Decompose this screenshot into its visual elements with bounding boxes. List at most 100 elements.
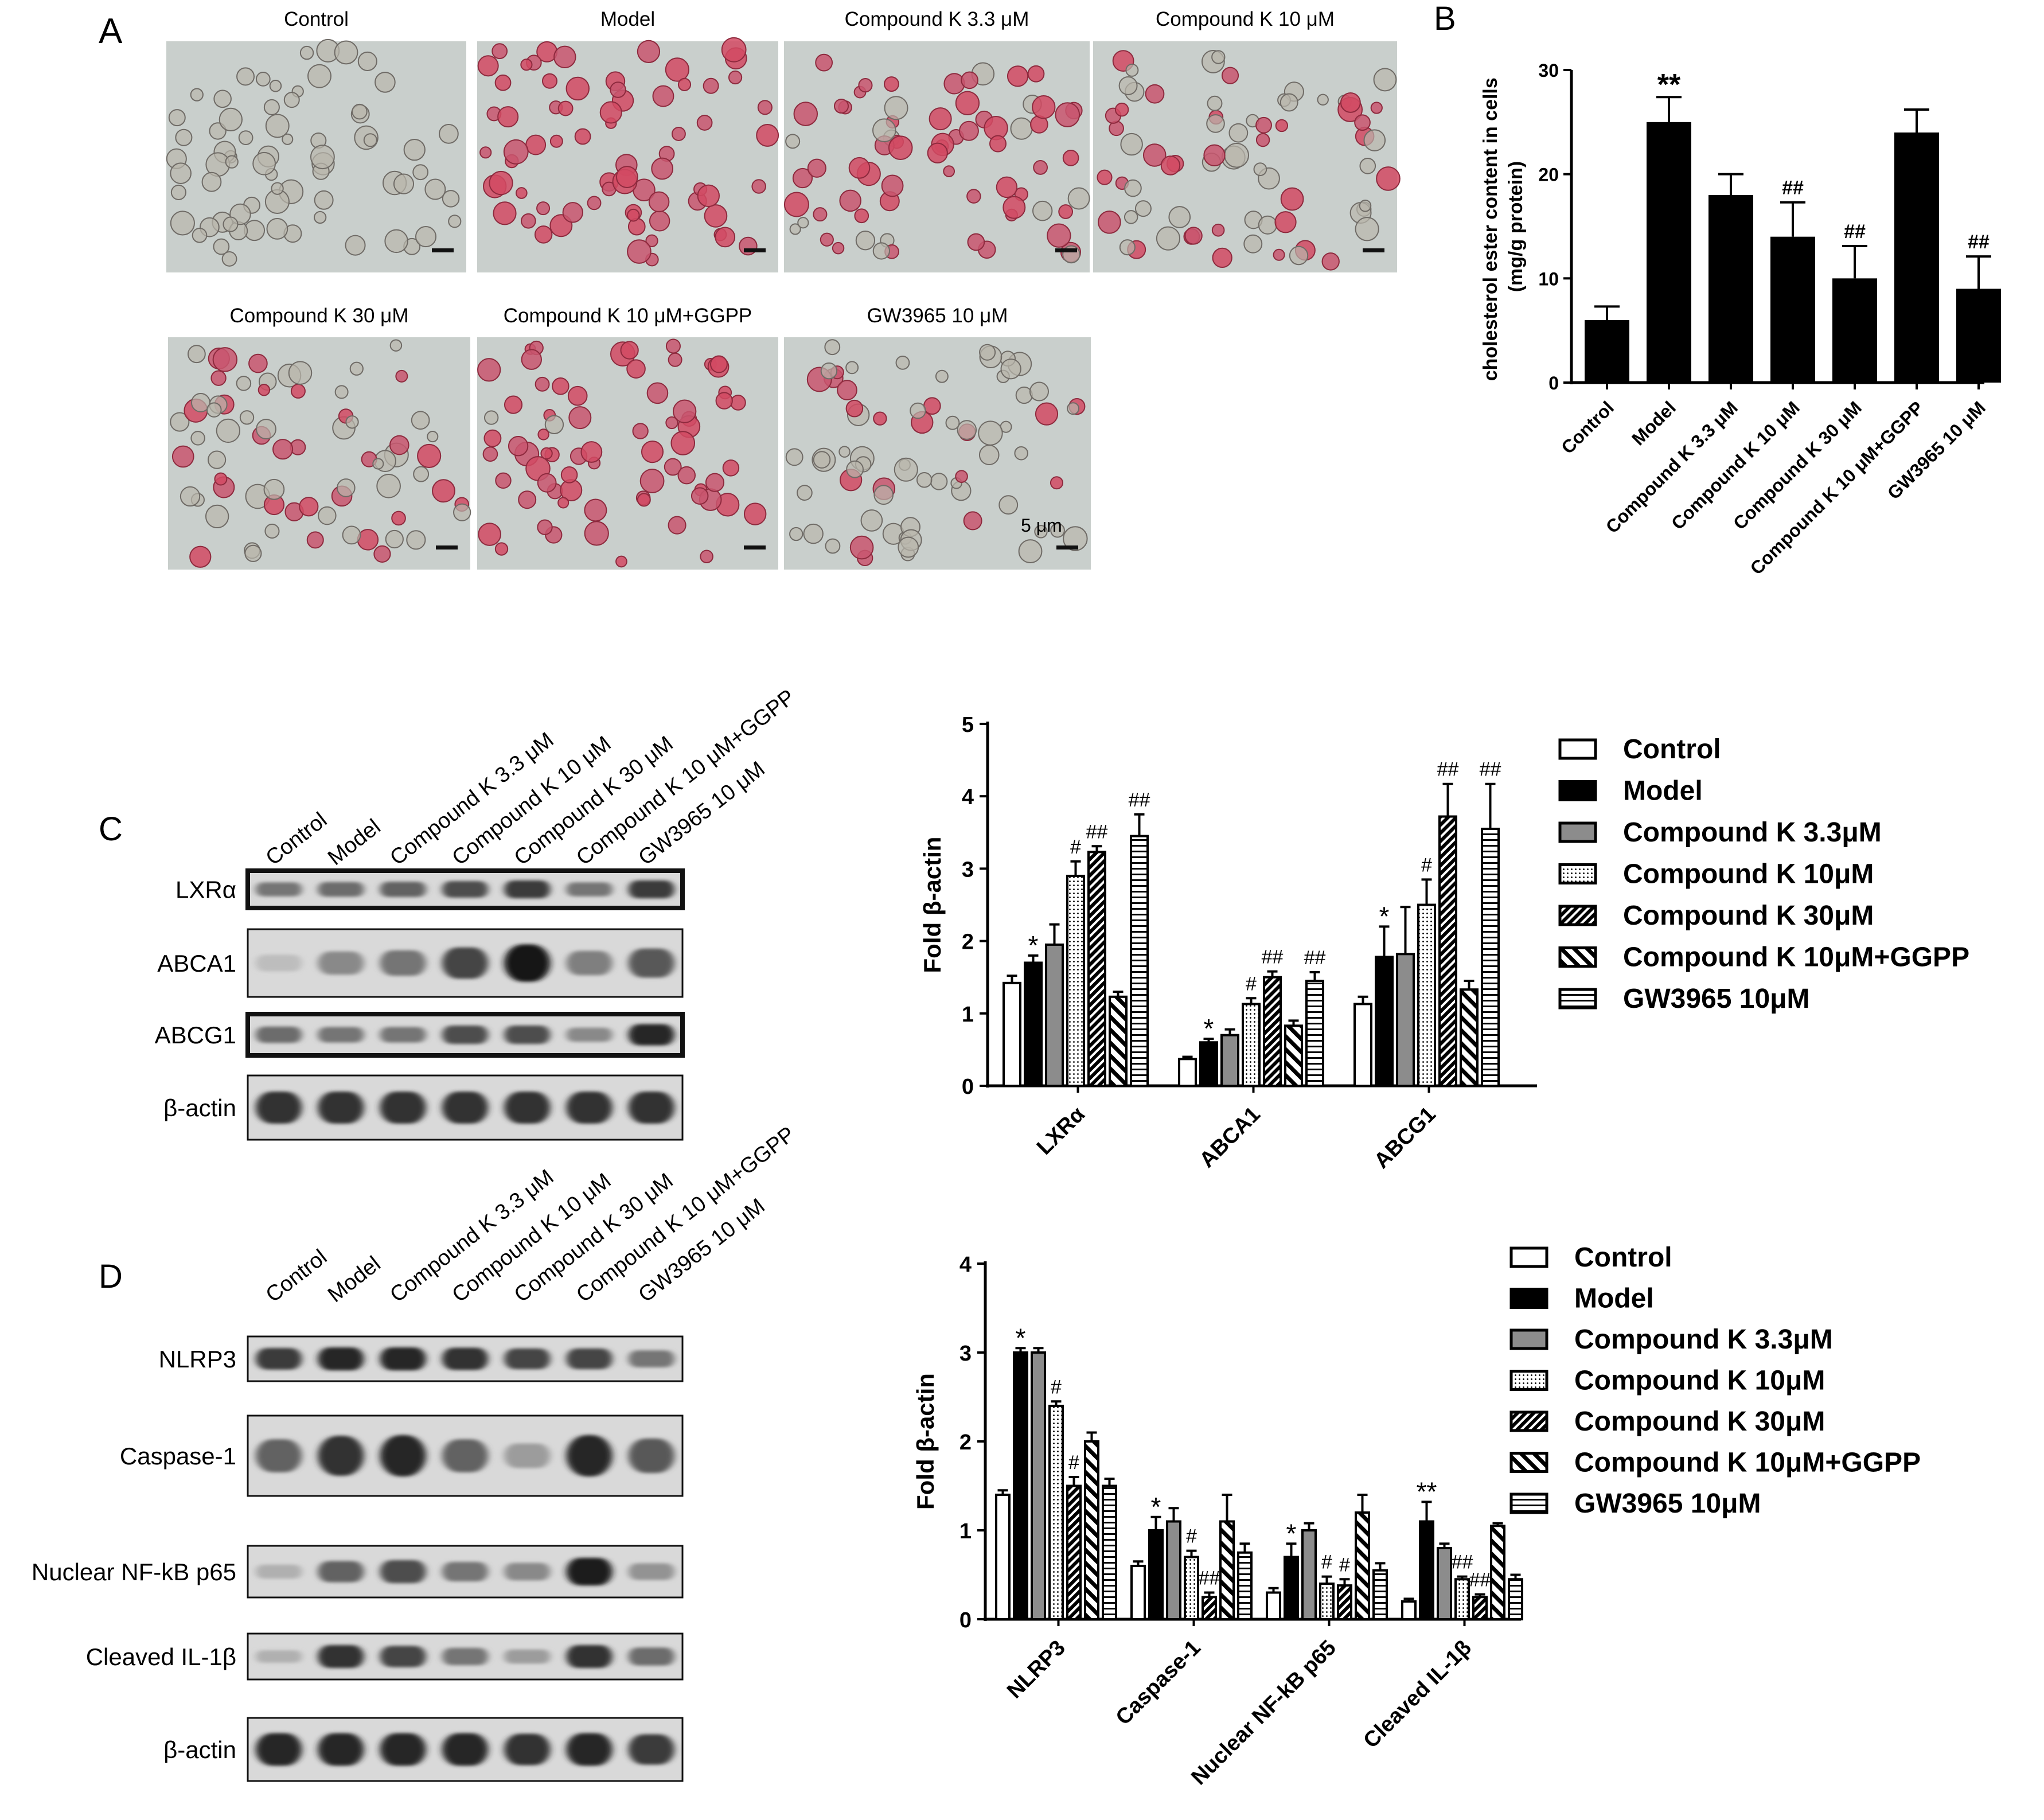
cell [213,238,230,255]
y-tick-label: 10 [1538,268,1559,289]
blot-band [256,1348,302,1370]
cell [357,51,377,71]
cell [1160,155,1181,176]
bar [1396,953,1415,1088]
cell [955,470,968,483]
legend-swatch [1558,821,1597,843]
cell [345,415,359,429]
cell [288,361,313,385]
cell [923,397,941,415]
legend-label: Compound K 10μM+GGPP [1623,942,1969,973]
cell [345,235,366,256]
blot-row-label: NLRP3 [159,1346,236,1373]
cell [1228,123,1249,143]
cell [677,466,696,485]
micrograph-tile [166,38,466,272]
cell [349,361,364,376]
cell [580,441,603,463]
bar [1708,195,1753,383]
legend-label: Compound K 30μM [1574,1406,1825,1437]
bar [1460,988,1479,1088]
cell [715,392,733,410]
blot-band [442,1562,489,1581]
cell [649,211,670,232]
scale-bar [436,545,458,549]
significance-mark: * [1286,1518,1297,1548]
y-tick-label: 0 [1548,373,1559,393]
cell [389,435,409,455]
cell [815,53,833,72]
cell [615,555,627,568]
bar [1647,122,1691,383]
cell [966,189,981,204]
bar [1284,1556,1299,1620]
cell [393,173,415,194]
significance-mark: # [1068,1452,1079,1474]
significance-mark: # [1070,836,1081,858]
blot-band [628,1350,674,1367]
bar [1266,1591,1281,1620]
bar [1148,1529,1164,1620]
cell [206,402,222,418]
blot-band [566,1348,613,1370]
blot-band [628,948,674,978]
blot-band [566,1557,613,1586]
legend-label: Compound K 30μM [1623,901,1874,931]
bar [1472,1596,1488,1620]
cell [453,503,471,521]
cell [1055,102,1080,127]
micrograph-grid: Control Model Compound K 3.3 μM Compound K … [166,8,1401,570]
cell [1114,102,1129,117]
legend-swatch [1558,905,1597,926]
cell [1168,206,1191,228]
cell [696,115,713,131]
blot-strip [247,1335,684,1382]
cell [479,146,492,159]
legend-swatch [1509,1246,1548,1268]
cell [210,370,227,386]
cell [175,128,193,146]
cell [282,133,294,145]
cell [494,542,509,556]
cell [207,450,227,469]
legend-swatch [1509,1452,1548,1473]
cell [504,395,523,414]
cell [560,466,578,484]
cell [743,502,767,525]
cell [214,472,228,486]
y-tick-label: 4 [962,785,974,809]
cell [792,167,813,189]
legend-swatch [1509,1370,1548,1391]
legend-swatch [1558,738,1597,760]
cell [521,349,542,370]
x-tick-label: ABCA1 [1195,1102,1265,1172]
cell [615,166,638,188]
cell [557,497,569,509]
legend-swatch [1558,988,1597,1010]
blot-band [256,882,302,897]
significance-mark: * [1151,1492,1161,1522]
cell [170,412,190,432]
cell [373,545,391,563]
cell [671,126,686,141]
cell [192,227,208,243]
cell [722,459,740,477]
cell [565,76,590,101]
cell [415,226,437,248]
cell [357,529,379,551]
cell [858,78,873,93]
cell [497,106,519,128]
significance-mark: ** [1657,68,1681,102]
cell [1014,446,1028,461]
cell [1134,200,1152,217]
cell [411,411,430,430]
blot-band [566,1027,613,1042]
cell [587,196,602,211]
blot-band [318,1733,364,1766]
cell [384,229,408,254]
bar [1102,1484,1117,1620]
chart-b-y-axis-label: cholesterol ester content in cells (mg/g… [1480,72,1527,381]
cell [1007,65,1029,87]
cell [670,431,696,455]
blot-row-label: β-actin [163,1094,236,1121]
